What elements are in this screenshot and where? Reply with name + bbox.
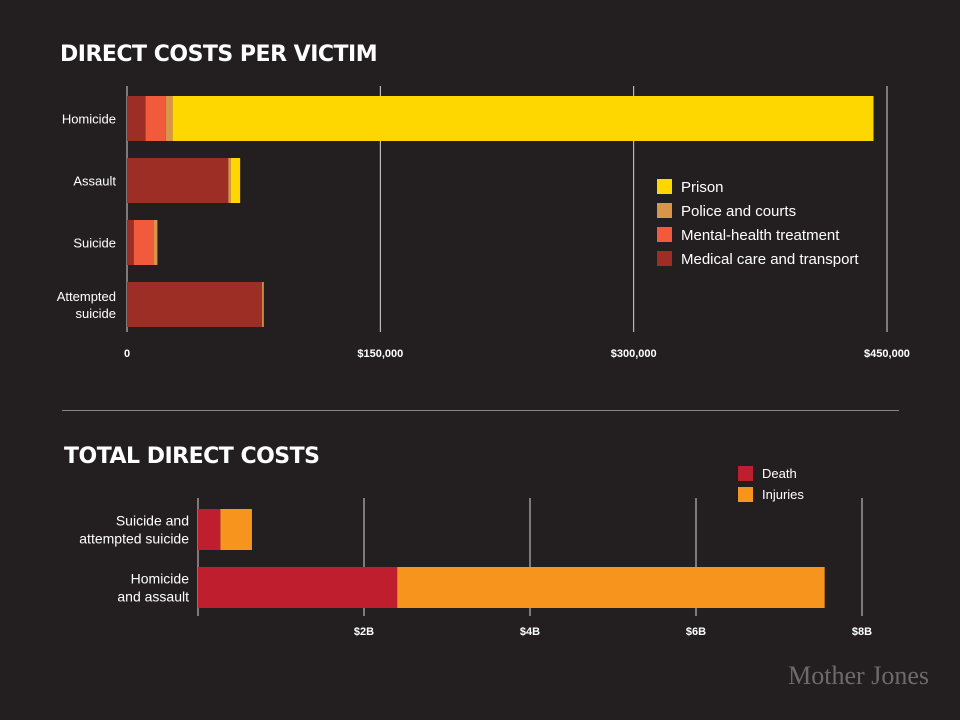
category-label-suicide: Suicide [73, 236, 116, 251]
bar-homicide-and-assault-injuries [397, 567, 825, 608]
section-divider [62, 410, 899, 411]
category-label-suicide-and-attempted-suicide: Suicide and [116, 513, 189, 529]
bar-attempted-suicide-medical-care-and-transport [127, 282, 263, 327]
chart-direct-costs-per-victim: DIRECT COSTS PER VICTIM 0 $150,000 $300,000… [57, 42, 910, 360]
x-tick-label: $150,000 [357, 348, 403, 360]
bar-suicide-mental-health-treatment [133, 220, 155, 265]
category-label-homicide-and-assault: Homicide [131, 571, 190, 587]
x-tick-label: 0 [124, 348, 130, 360]
category-label-assault: Assault [73, 174, 116, 189]
legend: Prison Police and courts Mental-health tre… [657, 179, 859, 268]
bar-homicide-and-assault-death [198, 567, 398, 608]
bar-suicide-medical-care-and-transport [127, 220, 134, 265]
legend-swatch-death [738, 466, 753, 481]
legend-swatch-injuries [738, 487, 753, 502]
category-label-suicide-and-attempted-suicide: attempted suicide [79, 531, 189, 547]
category-label-homicide-and-assault: and assault [117, 589, 189, 605]
legend-swatch-medical-care-and-transport [657, 251, 672, 266]
legend-label-police-and-courts: Police and courts [681, 203, 796, 220]
bar-suicide-police-and-courts [154, 220, 158, 265]
legend-swatch-police-and-courts [657, 203, 672, 218]
legend-label-injuries: Injuries [762, 487, 804, 502]
legend-label-medical-care-and-transport: Medical care and transport [681, 251, 859, 268]
bar-assault-police-and-courts [228, 158, 231, 203]
x-tick-label: $450,000 [864, 348, 910, 360]
chart-total-direct-costs: TOTAL DIRECT COSTS $2B $4B $6B $8B Suicide an… [64, 444, 872, 638]
chart-title: TOTAL DIRECT COSTS [64, 444, 319, 469]
x-tick-label: $8B [852, 626, 872, 638]
bar-suicide-and-attempted-suicide-death [198, 509, 221, 550]
x-tick-label: $2B [354, 626, 374, 638]
legend-label-death: Death [762, 466, 797, 481]
category-label-homicide: Homicide [62, 112, 116, 127]
x-tick-label: $6B [686, 626, 706, 638]
bar-homicide-mental-health-treatment [145, 96, 166, 141]
bar-assault-medical-care-and-transport [127, 158, 229, 203]
x-tick-label: $300,000 [611, 348, 657, 360]
bar-attempted-suicide-police-and-courts [262, 282, 264, 327]
category-label-attempted-suicide: suicide [76, 306, 116, 321]
legend-swatch-mental-health-treatment [657, 227, 672, 242]
legend-label-prison: Prison [681, 179, 724, 196]
bar-homicide-police-and-courts [165, 96, 173, 141]
bar-assault-prison [230, 158, 241, 203]
bar-homicide-prison [172, 96, 874, 141]
chart-title: DIRECT COSTS PER VICTIM [60, 42, 377, 67]
legend-swatch-prison [657, 179, 672, 194]
bar-homicide-medical-care-and-transport [127, 96, 146, 141]
bar-suicide-and-attempted-suicide-injuries [220, 509, 252, 550]
legend-label-mental-health-treatment: Mental-health treatment [681, 227, 840, 244]
x-tick-label: $4B [520, 626, 540, 638]
category-label-attempted-suicide: Attempted [57, 289, 116, 304]
legend: Death Injuries [738, 466, 804, 502]
